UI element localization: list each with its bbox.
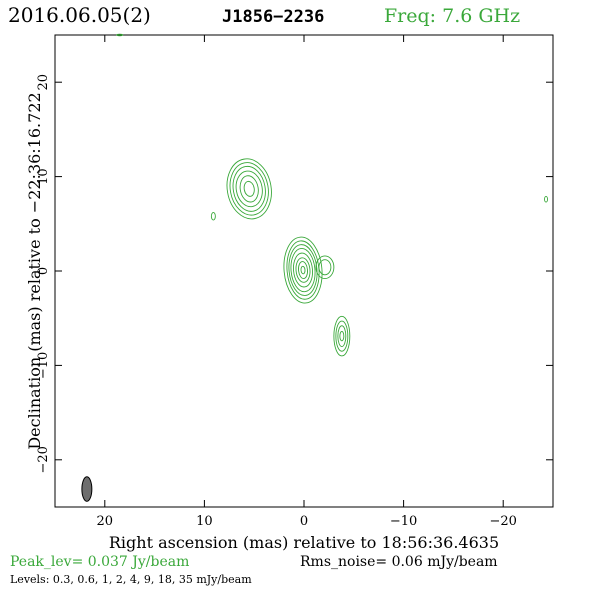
beam-ellipse [81,476,93,502]
contour-component-knot-b [544,195,548,203]
contour-level [290,247,316,293]
contour-component-jet-ne [226,158,272,220]
frequency-label: Freq: 7.6 GHz [384,5,520,27]
contour-level [116,33,124,37]
contour-component-core-ext [315,255,335,280]
beam-shape [81,476,93,502]
contour-level [243,180,255,197]
tick-marks [55,35,553,507]
contour-level [295,257,311,283]
contour-level [333,315,351,357]
x-tick-label: −20 [489,514,516,529]
x-tick-label: 10 [196,514,213,529]
contour-level [239,175,259,203]
x-tick-label: −10 [390,514,417,529]
contour-level [210,212,216,221]
observation-date: 2016.06.05(2) [8,3,151,27]
contour-map [116,33,548,357]
contour-level [298,261,308,279]
y-tick-label: 10 [36,168,51,185]
contour-level [229,162,269,216]
contour-component-knot-a [210,212,216,221]
contour-level [232,165,266,212]
y-tick-label: −10 [36,352,51,379]
contour-level [300,265,306,275]
contour-level [318,259,332,276]
source-name: J1856−2236 [222,7,324,27]
contour-level [293,252,313,288]
contour-level [315,255,335,280]
contour-level [283,236,323,304]
y-axis-label: Declination (mas) relative to −22:36:16.… [25,92,44,449]
y-tick-label: 0 [36,267,51,275]
x-axis-label: Right ascension (mas) relative to 18:56:… [109,533,499,552]
contour-component-jet-sw [333,315,351,357]
contour-level [337,325,347,347]
contour-component-core [283,236,323,304]
contour-level [544,195,548,203]
rms-noise: Rms_noise= 0.06 mJy/beam [300,554,498,570]
plot-frame [54,34,554,508]
contour-level [335,320,349,352]
contour-level [288,244,318,296]
tick-labels: 20 10 0 −10 −20 20 10 0 −10 −20 [36,74,517,529]
x-tick-label: 0 [300,514,308,529]
peak-level: Peak_lev= 0.037 Jy/beam [10,554,189,570]
y-tick-label: 20 [36,74,51,91]
y-tick-label: −20 [36,446,51,473]
contour-component-knot-c [116,33,124,37]
x-tick-label: 20 [97,514,114,529]
contour-level [235,170,263,208]
contour-levels: Levels: 0.3, 0.6, 1, 2, 4, 9, 18, 35 mJy… [10,573,252,586]
contour-level [226,158,272,220]
contour-level [339,330,345,342]
